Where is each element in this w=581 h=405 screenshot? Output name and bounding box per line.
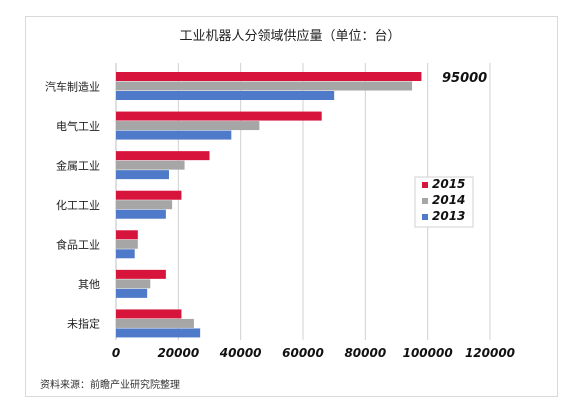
x-tick-label: 100000 [403,346,453,360]
bar-2013 [116,249,135,259]
bar-2014 [116,81,413,91]
bar-2014 [116,160,185,170]
bars [116,72,422,338]
bar-2015 [116,151,210,161]
bar-2015 [116,190,182,200]
x-tick-label: 0 [112,346,120,360]
bar-2013 [116,130,232,140]
bar-2015 [116,111,322,121]
bar-2014 [116,318,194,328]
legend-swatch [422,198,428,204]
category-label: 化工工业 [56,198,100,212]
bar-2015 [116,309,182,319]
legend: 2015 2014 2013 [414,176,474,228]
x-tick-labels: 0 20000 40000 60000 80000 100000 120000 [112,346,515,360]
bar-2015 [116,230,138,240]
bar-2013 [116,91,335,100]
x-tick-label: 20000 [157,346,199,360]
category-label: 金属工业 [56,158,100,172]
legend-label: 2013 [432,209,465,223]
x-tick-label: 60000 [282,346,324,360]
x-tick-label: 120000 [465,346,515,360]
bar-2014 [116,200,173,210]
category-label: 汽车制造业 [45,79,100,93]
source-note: 资料来源：前瞻产业研究院整理 [40,380,180,391]
bar-2014 [116,239,138,249]
x-tick-label: 80000 [344,346,386,360]
bar-2014 [116,121,260,131]
legend-swatch [422,182,428,188]
bar-2015 [116,72,422,81]
bar-2014 [116,279,151,289]
bar-2013 [116,288,148,298]
bar-2013 [116,328,201,338]
bar-2015 [116,269,166,279]
category-label: 未指定 [67,317,100,331]
category-label: 电气工业 [56,119,100,133]
category-label: 食品工业 [56,238,100,252]
bar-2013 [116,170,169,180]
category-label: 其他 [78,278,100,291]
legend-swatch [422,214,428,220]
bar-2013 [116,209,166,219]
x-tick-label: 40000 [219,346,262,360]
legend-label: 2014 [432,193,465,207]
chart-title: 工业机器人分领域供应量（单位：台） [179,28,400,44]
legend-label: 2015 [432,177,465,191]
annotation-label: 95000 [442,71,487,86]
